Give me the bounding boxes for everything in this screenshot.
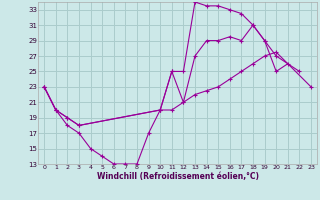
X-axis label: Windchill (Refroidissement éolien,°C): Windchill (Refroidissement éolien,°C)	[97, 172, 259, 181]
